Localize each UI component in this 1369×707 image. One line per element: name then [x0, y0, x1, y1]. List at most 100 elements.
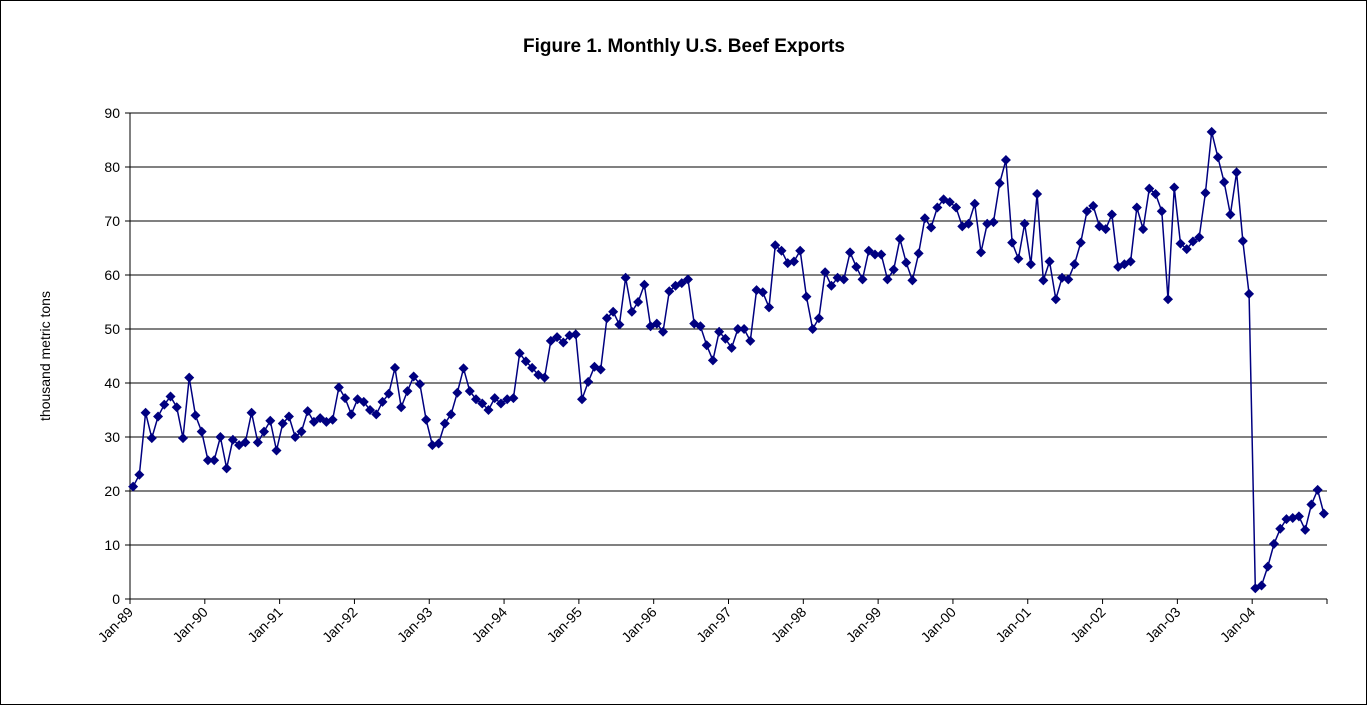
data-point: [595, 364, 606, 375]
data-point: [1025, 259, 1036, 270]
data-point: [246, 407, 257, 418]
data-point: [626, 306, 637, 317]
data-point: [1231, 167, 1242, 178]
data-point: [1144, 183, 1155, 194]
data-point: [190, 410, 201, 421]
data-point: [1125, 256, 1136, 267]
data-point: [726, 342, 737, 353]
data-point: [333, 382, 344, 393]
data-point: [851, 261, 862, 272]
data-point: [913, 248, 924, 259]
data-point: [371, 409, 382, 420]
data-point: [389, 362, 400, 373]
data-point: [682, 274, 693, 285]
data-point: [489, 393, 500, 404]
data-point: [813, 313, 824, 324]
data-point: [795, 245, 806, 256]
data-point: [483, 405, 494, 415]
data-point: [458, 363, 469, 374]
data-point: [1131, 202, 1142, 213]
data-point: [1256, 580, 1267, 591]
data-point: [876, 249, 887, 260]
data-point: [446, 409, 457, 420]
data-point: [1200, 187, 1211, 198]
data-point: [377, 396, 388, 407]
data-point: [720, 333, 731, 344]
data-point: [1088, 200, 1099, 211]
data-point: [1306, 499, 1317, 510]
data-point: [296, 426, 307, 437]
data-point: [1163, 294, 1174, 305]
y-tick-label: 0: [112, 591, 120, 607]
data-point: [651, 318, 662, 329]
data-point: [1281, 514, 1292, 525]
data-point: [495, 398, 506, 409]
data-point: [826, 280, 837, 291]
data-point: [340, 393, 351, 404]
data-point: [951, 202, 962, 213]
data-point: [963, 218, 974, 229]
data-point: [402, 386, 413, 397]
data-point: [1219, 177, 1230, 188]
data-point: [788, 256, 799, 267]
data-point: [820, 267, 831, 278]
data-point: [1032, 189, 1043, 199]
data-point: [227, 434, 238, 445]
data-point: [633, 297, 644, 307]
data-point: [414, 379, 425, 390]
data-point: [845, 247, 856, 258]
data-point: [994, 178, 1005, 189]
data-point: [128, 481, 139, 492]
data-point: [620, 272, 631, 283]
data-point: [1050, 294, 1061, 305]
data-point: [838, 274, 849, 285]
data-point: [558, 337, 569, 348]
data-point: [776, 245, 787, 256]
data-point: [439, 418, 450, 429]
data-point: [608, 306, 619, 317]
data-point: [1269, 538, 1280, 549]
data-point: [1181, 244, 1192, 255]
data-point: [365, 405, 376, 415]
data-point: [1212, 152, 1223, 163]
data-point: [807, 324, 818, 334]
data-point: [184, 372, 195, 383]
data-point: [714, 326, 725, 337]
data-point: [383, 388, 394, 399]
data-point: [1069, 259, 1080, 270]
data-point: [1225, 209, 1236, 220]
data-point: [514, 348, 525, 359]
data-point: [564, 330, 575, 341]
data-point: [290, 432, 301, 442]
data-point: [308, 416, 319, 427]
data-point: [888, 264, 899, 275]
data-point: [919, 213, 930, 224]
data-point: [209, 455, 220, 466]
data-point: [471, 394, 482, 405]
data-point: [1237, 235, 1248, 246]
data-point: [215, 432, 226, 442]
data-point: [1244, 288, 1255, 299]
data-point: [252, 437, 263, 448]
data-point: [1293, 511, 1304, 522]
data-point: [177, 433, 188, 444]
data-point: [477, 398, 488, 409]
data-point: [1000, 154, 1011, 165]
data-point: [745, 335, 756, 346]
data-point: [277, 418, 288, 429]
data-point: [165, 391, 176, 402]
data-point: [975, 247, 986, 258]
data-point: [1312, 484, 1323, 495]
data-point: [1100, 224, 1111, 235]
data-point: [408, 371, 419, 382]
data-point: [240, 437, 251, 448]
data-point: [901, 257, 912, 268]
data-point: [1063, 274, 1074, 285]
data-point: [259, 426, 270, 437]
data-point: [863, 245, 874, 256]
data-point: [614, 319, 625, 330]
data-point: [527, 362, 538, 373]
data-point: [570, 329, 581, 340]
y-tick-label: 10: [104, 537, 120, 553]
